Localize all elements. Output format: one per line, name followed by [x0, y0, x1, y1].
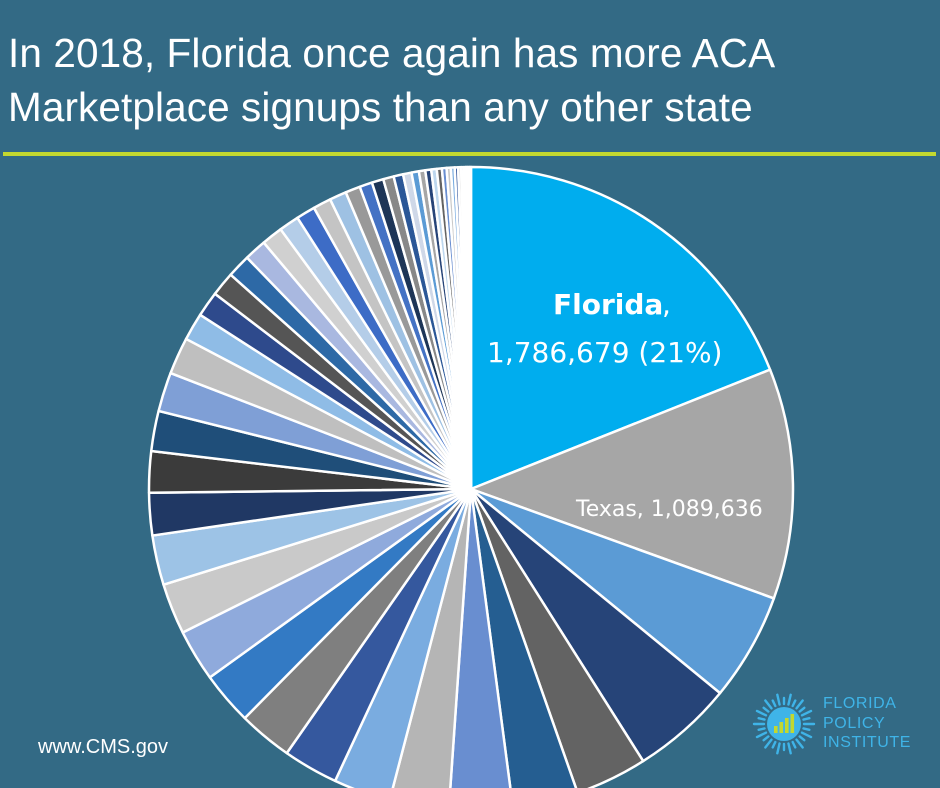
- texas-label: Texas, 1,089,636: [576, 497, 763, 522]
- pie-slice-texas: [469, 368, 795, 600]
- title-line-2: Marketplace signups than any other state: [8, 84, 753, 130]
- pie-slice-state-5: [469, 487, 645, 788]
- florida-label-comma: ,: [662, 288, 671, 321]
- florida-label-value: 1,786,679 (21%): [487, 336, 723, 369]
- logo-line-1: FLORIDA: [823, 695, 897, 712]
- logo-text: FLORIDA POLICY INSTITUTE: [823, 694, 911, 753]
- title-underline: [3, 152, 936, 156]
- pie-slice-state-7: [449, 487, 512, 788]
- pie-slice-florida: [469, 165, 772, 491]
- pie-slice-state-6: [469, 487, 578, 788]
- logo-line-3: INSTITUTE: [823, 734, 912, 751]
- florida-label-name: Florida: [553, 288, 664, 321]
- chart-title: In 2018, Florida once again has more ACA…: [8, 26, 933, 134]
- logo: FLORIDA POLICY INSTITUTE: [752, 692, 932, 762]
- logo-line-2: POLICY: [823, 714, 886, 732]
- pie-slice-state-51: [468, 165, 473, 491]
- title-line-1: In 2018, Florida once again has more ACA: [8, 30, 776, 76]
- sunburst-logo-icon: [752, 693, 816, 755]
- source-link[interactable]: www.CMS.gov: [38, 736, 169, 758]
